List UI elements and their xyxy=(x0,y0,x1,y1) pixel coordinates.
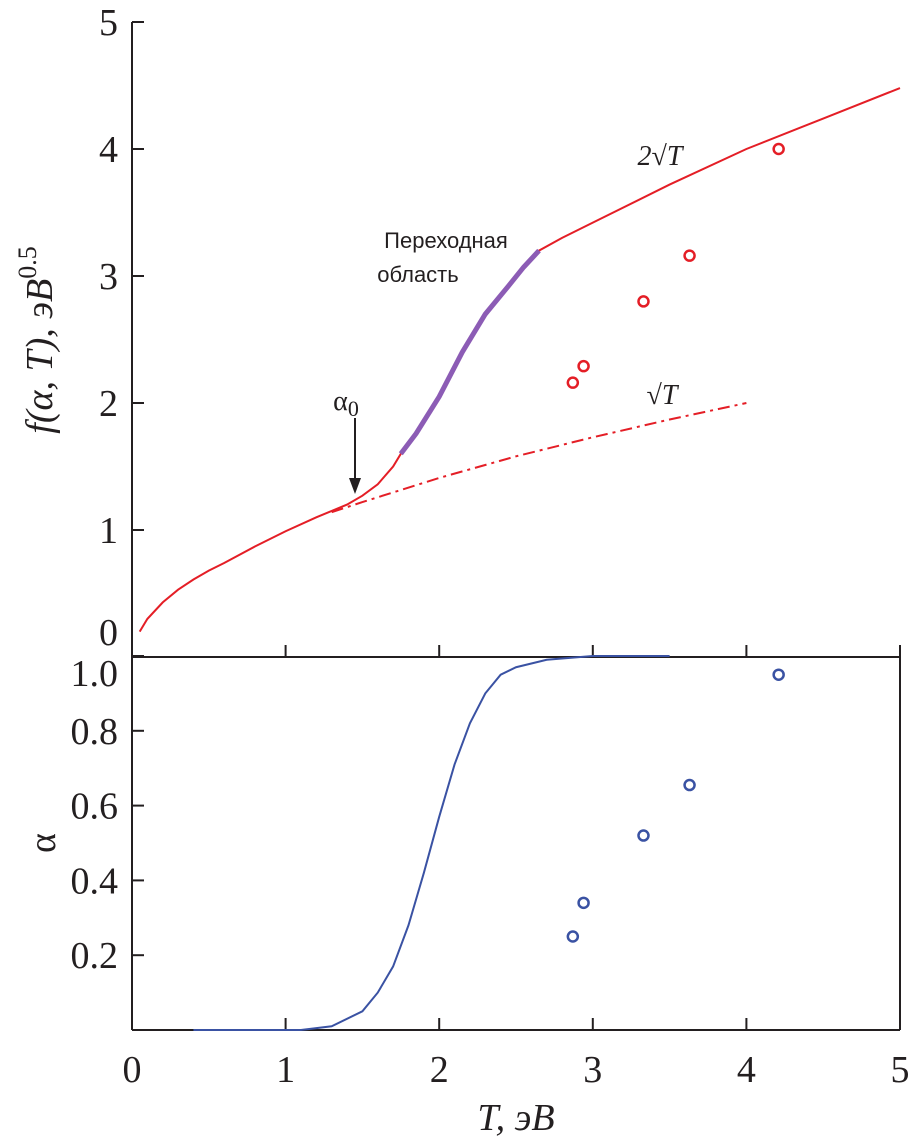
arrow-head xyxy=(349,478,361,494)
x-tick-label: 1 xyxy=(276,1049,295,1091)
alpha0-sub: 0 xyxy=(348,396,359,421)
x-axis-title: T, эВ xyxy=(477,1097,554,1139)
y-tick-label: 0.6 xyxy=(71,786,119,828)
x-tick-label: 2 xyxy=(430,1049,449,1091)
y-tick-label: 4 xyxy=(99,129,118,171)
x-tick-label: 4 xyxy=(737,1049,756,1091)
annotation: α0 xyxy=(333,386,359,421)
marker xyxy=(772,142,785,156)
marker xyxy=(772,668,785,681)
marker xyxy=(683,249,696,262)
x-tick-label: 5 xyxy=(891,1049,910,1091)
y-label-exp: 0.5 xyxy=(13,246,42,279)
axes xyxy=(131,22,901,1031)
y-tick-label: 0.4 xyxy=(71,860,119,902)
y-axis-title: f(α, T), эВ0.5 xyxy=(13,246,61,433)
marker xyxy=(566,376,580,389)
marker xyxy=(577,359,590,373)
marker xyxy=(637,829,650,842)
annotation: Переходная xyxy=(384,228,508,253)
transition-curve xyxy=(398,248,541,456)
y-tick-label: 2 xyxy=(99,383,118,425)
y-tick-label: 0.8 xyxy=(71,711,119,753)
y-tick-label: 1.0 xyxy=(71,653,119,695)
annotation: √T xyxy=(647,380,680,411)
y-tick-label: 3 xyxy=(99,256,118,298)
x-tick-label: 0 xyxy=(123,1049,142,1091)
y-tick-label: 1 xyxy=(99,510,118,552)
y-label: f(α, T), эВ xyxy=(19,279,61,434)
y-axis-title: α xyxy=(22,833,64,853)
y-tick-label: 0.2 xyxy=(71,935,119,977)
marker xyxy=(566,930,580,943)
curve xyxy=(138,87,901,633)
annotation: 2√T xyxy=(638,141,685,172)
y-tick-label: 0 xyxy=(99,612,118,654)
annotation: область xyxy=(377,262,458,287)
marker xyxy=(577,896,590,910)
x-tick-label: 3 xyxy=(583,1049,602,1091)
curve xyxy=(193,655,670,1031)
alpha0: α xyxy=(333,386,348,417)
curve xyxy=(331,402,747,514)
marker xyxy=(683,778,696,792)
marker xyxy=(637,295,650,308)
y-tick-label: 5 xyxy=(99,2,118,44)
